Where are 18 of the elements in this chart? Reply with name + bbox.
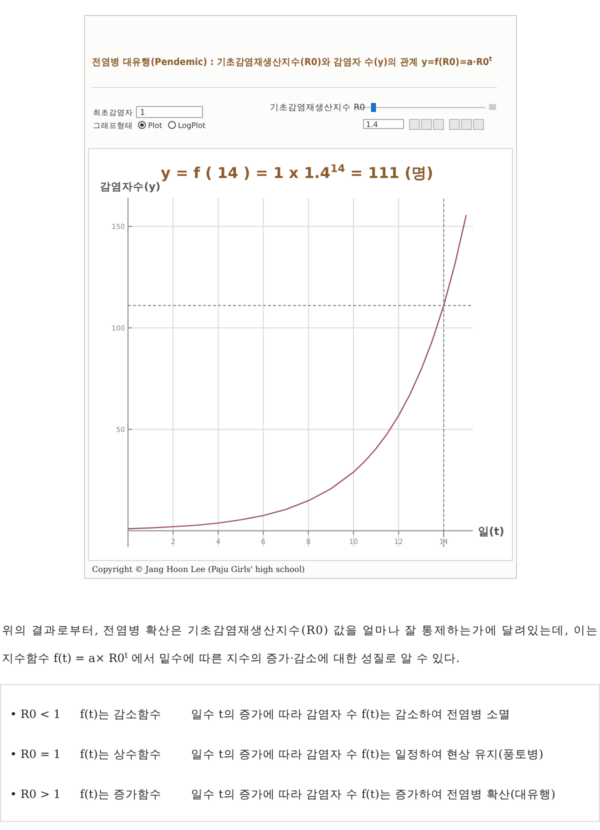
text: 기초감염재생산지수 R0 [270, 103, 366, 113]
text: f(t)는 감소함수 [80, 707, 162, 721]
line-series [127, 214, 467, 530]
text: • R0 < 1 [10, 707, 61, 721]
text: 일수 t의 증가에 따라 감염자 수 f(t)는 증가하여 전염병 확산(대유행) [191, 787, 556, 801]
y-axis-title: 감염자수(y) [100, 181, 160, 193]
text: f(t)는 상수함수 [80, 747, 162, 761]
x-axis-title: 일(t) [478, 524, 504, 538]
text: • R0 > 1 [10, 787, 61, 801]
text: Copyright © Jang Hoon Lee (Paju Girls' high school) [92, 565, 305, 574]
text: 1 [140, 108, 146, 117]
text: 지수함수 f(t) = a× R0$^{t}$ 에서 밑수에 따른 지수의 증가·감소에 대한 성질로 알 수 있다. [2, 650, 460, 665]
text: 일수 t의 증가에 따라 감염자 수 f(t)는 일정하여 현상 유지(풍토병) [191, 747, 544, 761]
text: • R0 = 1 [10, 747, 61, 761]
text: 위의 결과로부터, 전염병 확산은 기초감염재생산지수(R0) 값을 얼마나 잘 통제하는가에 달려있는데, 이는 [2, 623, 598, 637]
chart-subtitle: y = f ( 14 ) = 1 x 1.4$^{14}$ = 111 (명) [160, 163, 434, 182]
text: 일수 t의 증가에 따라 감염자 수 f(t)는 감소하여 전염병 소멸 [191, 707, 510, 721]
text: f(t)는 증가함수 [80, 787, 162, 801]
